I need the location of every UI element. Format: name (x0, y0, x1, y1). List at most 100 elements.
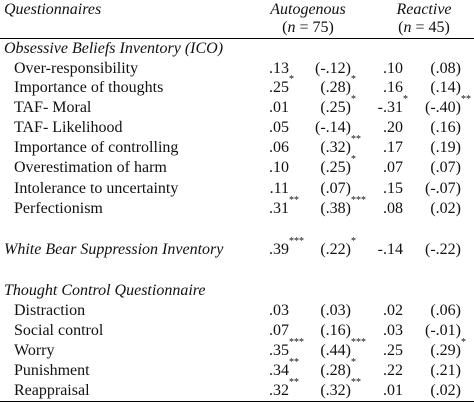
cell-value: .25 (269, 79, 289, 96)
cell-value: .05 (269, 119, 289, 136)
cell-value: (.02) (430, 200, 461, 217)
cell: .15 (383, 180, 403, 198)
cell-value: .02 (383, 302, 403, 319)
cell-value: (.32) (320, 382, 351, 399)
cell: .22 (383, 362, 403, 380)
cell: .39 *** (269, 237, 304, 259)
cell-value: .03 (269, 302, 289, 319)
cell-sup: ** (351, 134, 361, 145)
cell: .05 (269, 119, 289, 137)
cell-value: (.29) (430, 342, 461, 359)
cell: .10 (383, 60, 403, 78)
cell-sup: ** (289, 357, 299, 368)
row-label: TAF- Moral (14, 99, 92, 116)
cell-sup: * (461, 337, 466, 348)
sample-var: n (287, 19, 296, 36)
group-name: Reactive (396, 1, 452, 18)
cell: .13 (269, 60, 289, 78)
cell: (.32) ** (320, 135, 361, 157)
row-label: Overestimation of harm (14, 159, 167, 176)
cell: (.25) * (320, 95, 356, 117)
row-label: Reappraisal (14, 382, 90, 399)
cell: (.44) *** (320, 338, 366, 360)
group-name: Autogenous (270, 1, 346, 18)
sample-pre: ( (398, 19, 404, 36)
sample-pre: ( (282, 19, 288, 36)
cell-value: (.21) (430, 362, 461, 379)
cell-sup: * (351, 236, 356, 247)
cell-value: (.16) (430, 119, 461, 136)
cell: (.28) * (320, 358, 356, 380)
row-label: Worry (14, 342, 55, 359)
cell: (-.12) (315, 60, 351, 78)
cell-value: .35 (269, 342, 289, 359)
sample-var: n (403, 19, 412, 36)
cell: (.21) (430, 362, 461, 380)
cell: .25 (383, 342, 403, 360)
cell: (.07) (430, 159, 461, 177)
row-label: Perfectionism (14, 200, 103, 217)
sample-post: = 45) (411, 19, 450, 36)
section-title: Thought Control Questionnaire (4, 282, 206, 299)
cell-value: (-.22) (425, 241, 461, 258)
row-label: Distraction (14, 302, 86, 319)
cell: .34 ** (269, 358, 299, 380)
section-title: Obsessive Beliefs Inventory (ICO) (4, 40, 224, 57)
cell-value: (.07) (320, 180, 351, 197)
cell-sup: * (351, 74, 356, 85)
cell: (.28) * (320, 75, 356, 97)
cell-sup: ** (289, 377, 299, 388)
cell-value: .39 (269, 241, 289, 258)
cell: .07 (269, 322, 289, 340)
row-label: Social control (14, 322, 104, 339)
cell: .01 (383, 382, 403, 400)
cell: (.14) (430, 79, 461, 97)
cell-value: .22 (383, 362, 403, 379)
cell-value: .10 (383, 60, 403, 77)
cell: (.29) * (430, 338, 466, 360)
cell-sup: * (351, 154, 356, 165)
cell-sup: * (351, 357, 356, 368)
cell-value: .20 (383, 119, 403, 136)
cell: (.07) (320, 180, 351, 198)
cell: (.22) * (320, 237, 356, 259)
cell-value: (.19) (430, 139, 461, 156)
cell: (.02) (430, 382, 461, 400)
cell: (-.40) ** (425, 95, 471, 117)
cell-sup: * (351, 94, 356, 105)
cell: .03 (383, 322, 403, 340)
cell-value: .11 (269, 180, 289, 197)
cell-value: .01 (383, 382, 403, 399)
cell: (.38) *** (320, 196, 366, 218)
cell-value: .03 (383, 322, 403, 339)
cell: .25 * (269, 75, 294, 97)
cell: .08 (383, 200, 403, 218)
cell: .07 (383, 159, 403, 177)
cell-value: (.08) (430, 60, 461, 77)
cell-value: .13 (269, 60, 289, 77)
cell-value: .08 (383, 200, 403, 217)
cell-value: (-.40) (425, 99, 461, 116)
cell-value: .25 (383, 342, 403, 359)
cell-value: (.28) (320, 79, 351, 96)
cell-sup: *** (289, 337, 304, 348)
cell: (.32) ** (320, 378, 361, 400)
group-sample: (n = 75) (248, 19, 368, 37)
cell-value: (.16) (320, 322, 351, 339)
cell-value: (-.12) (315, 60, 351, 77)
cell-sup: ** (461, 94, 471, 105)
cell-value: .15 (383, 180, 403, 197)
cell-value: (.38) (320, 200, 351, 217)
cell: -.14 (378, 241, 403, 259)
cell: (.19) (430, 139, 461, 157)
cell-value: .34 (269, 362, 289, 379)
cell-value: (-.01) (425, 322, 461, 339)
cell-sup: *** (351, 337, 366, 348)
cell-value: (.14) (430, 79, 461, 96)
cell-value: (.25) (320, 99, 351, 116)
cell-value: (.32) (320, 139, 351, 156)
cell: .01 (269, 99, 289, 117)
cell-value: .17 (383, 139, 403, 156)
cell-value: .01 (269, 99, 289, 116)
